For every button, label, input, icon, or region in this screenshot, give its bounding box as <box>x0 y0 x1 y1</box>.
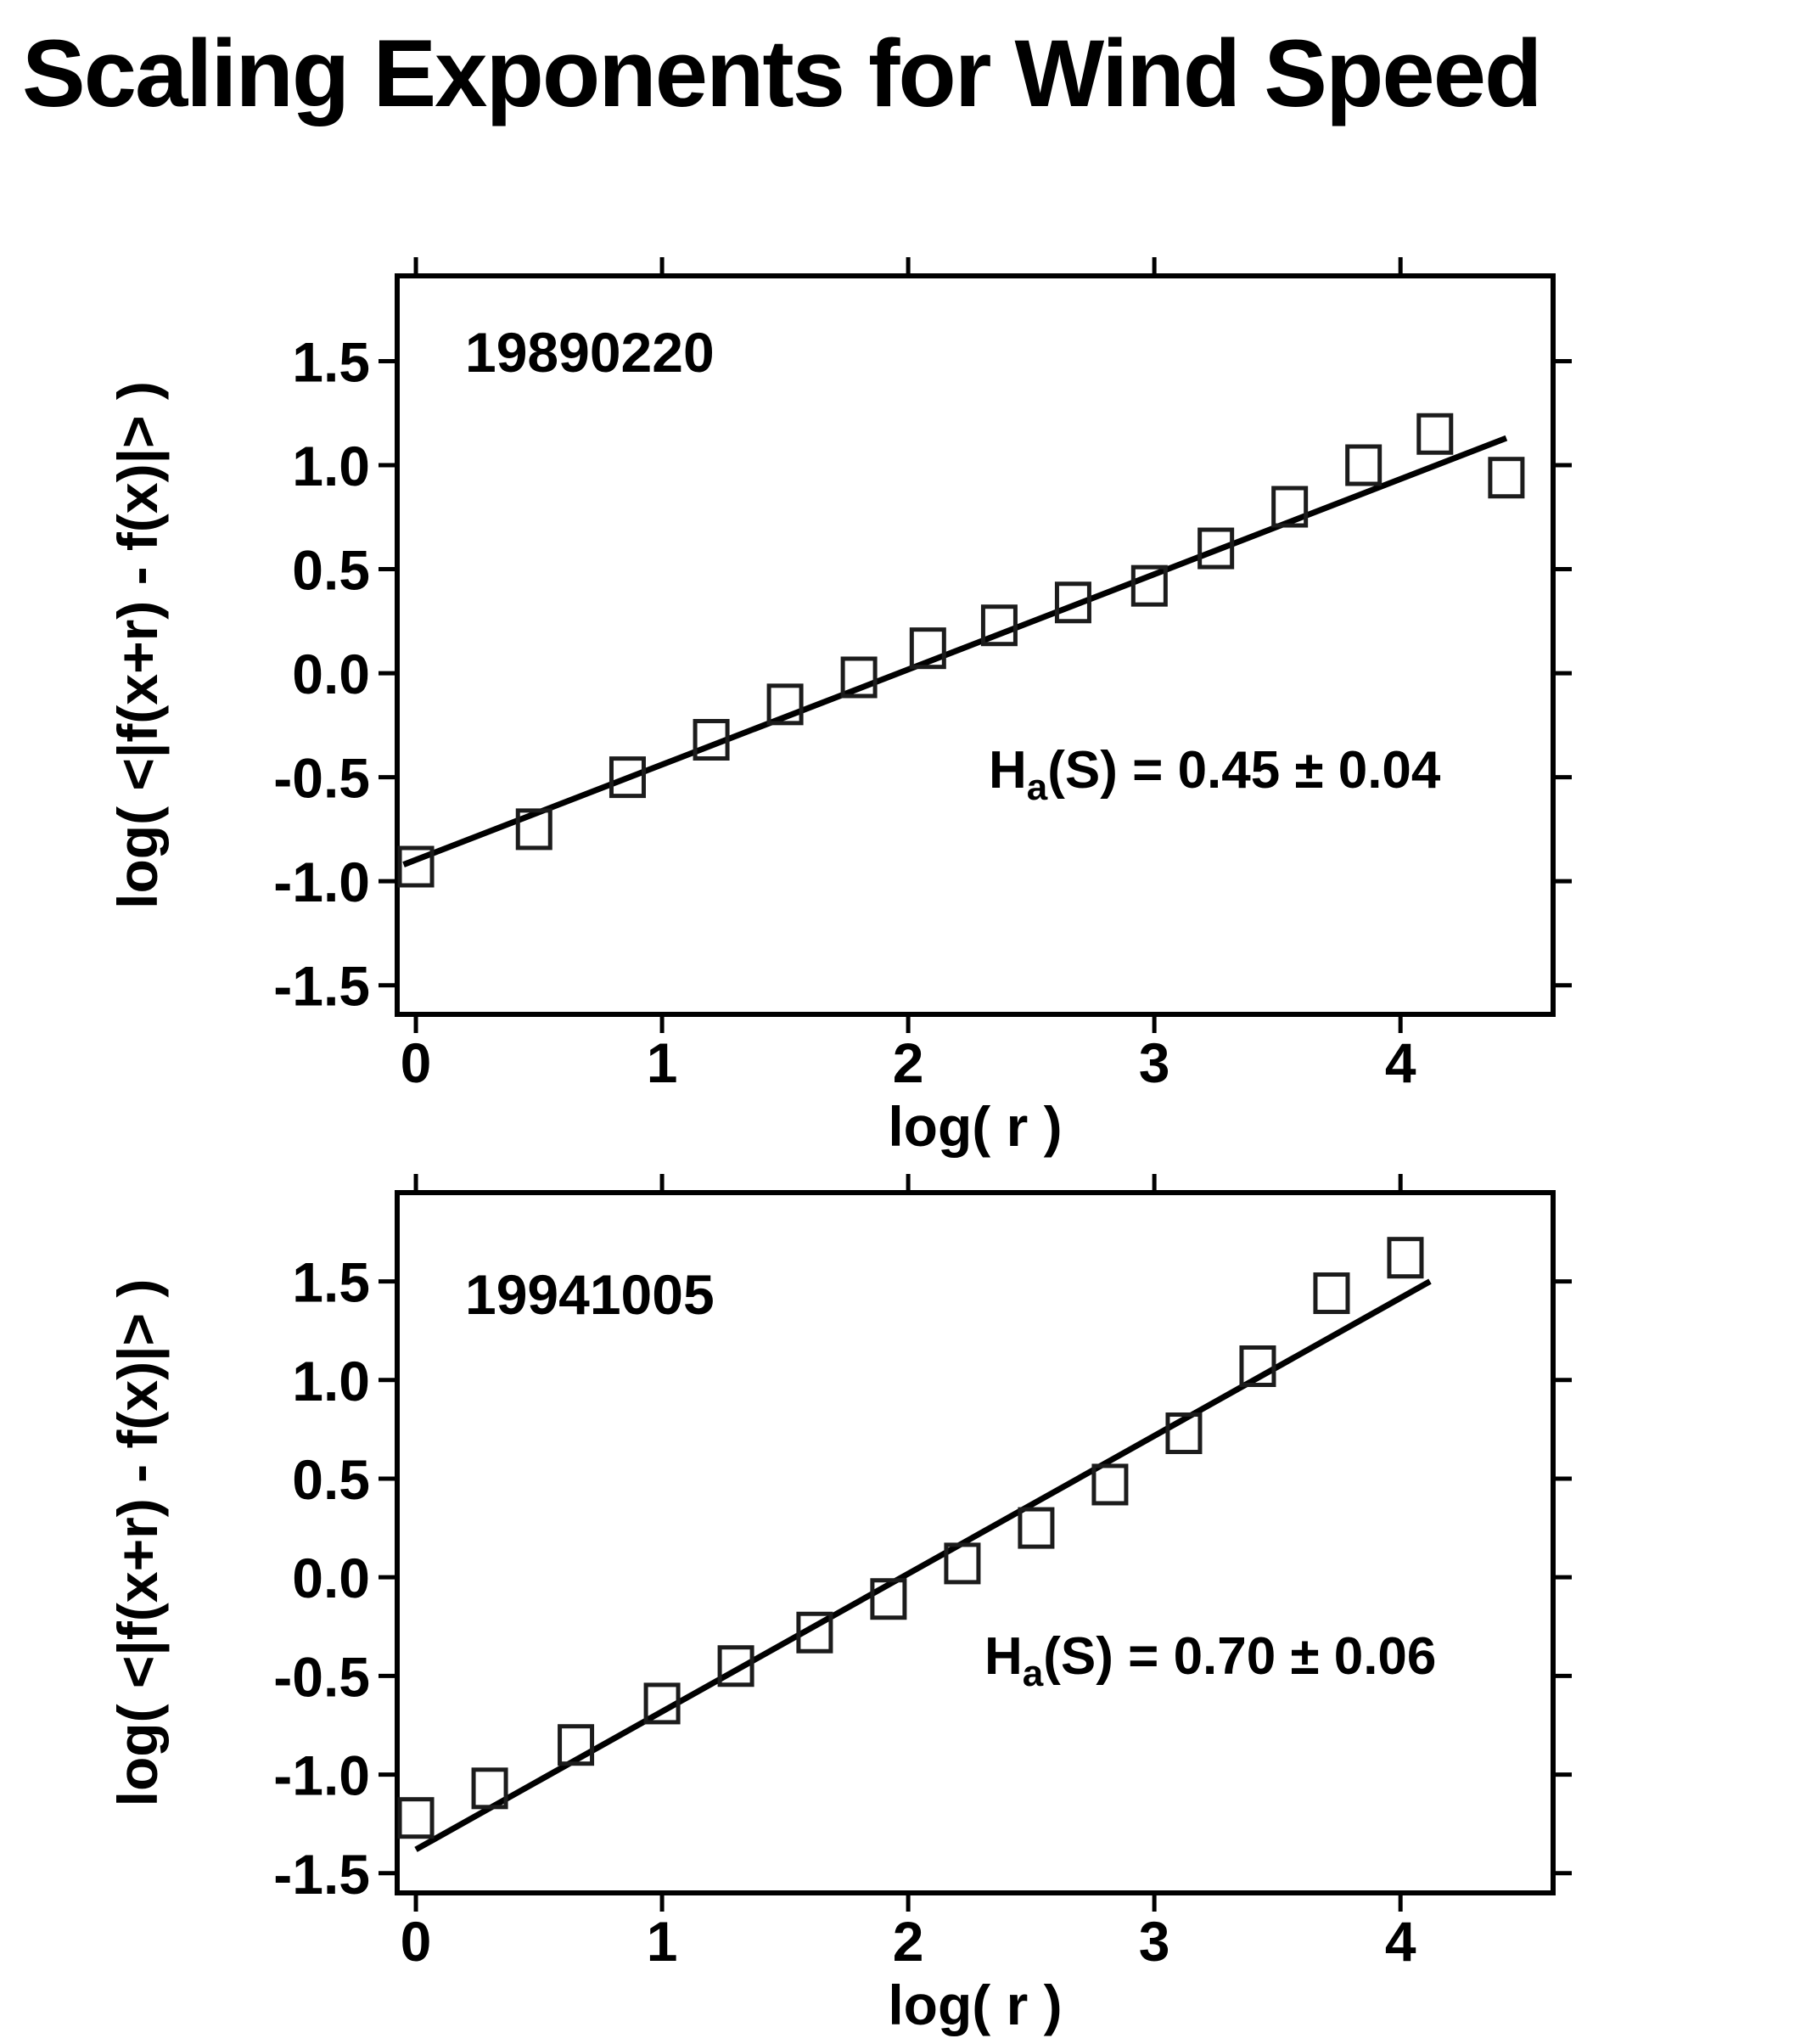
data-point-marker <box>944 1542 981 1585</box>
x-tick-label: 2 <box>893 1031 924 1094</box>
fit-line <box>414 1278 1432 1852</box>
x-axis-title: log( r ) <box>888 1974 1062 2036</box>
dataset-date-label: 19941005 <box>465 1263 715 1326</box>
x-axis-title: log( r ) <box>888 1095 1062 1158</box>
y-tick-label: 1.5 <box>292 1251 370 1314</box>
subplot-19941005: 0 1 2 3 4 1.5 1.0 0.5 0.0 -0.5 -1.0 -1.5 log( r ) log… <box>106 1174 1572 2036</box>
y-axis-title: log( <|f(x+r) - f(x)|> ) <box>106 381 171 909</box>
y-tick-label: 0.0 <box>292 1547 370 1609</box>
y-tick-label: 1.0 <box>292 1350 370 1412</box>
y-tick-label: -1.0 <box>273 851 370 913</box>
y-tick-label: 0.5 <box>292 539 370 602</box>
data-point-marker <box>1130 564 1168 607</box>
data-point-marker <box>471 1767 508 1810</box>
dataset-date-label: 19890220 <box>465 321 715 384</box>
data-point-marker <box>1239 1345 1276 1388</box>
data-point-marker <box>980 604 1018 647</box>
data-point-marker <box>840 656 878 699</box>
x-tick-label: 0 <box>401 1031 432 1094</box>
y-tick-label: -1.0 <box>273 1744 370 1807</box>
data-point-marker <box>870 1578 907 1620</box>
x-tick-label: 0 <box>401 1910 432 1973</box>
x-tick-label: 4 <box>1385 1031 1416 1094</box>
data-point-marker <box>397 845 435 888</box>
data-point-marker <box>515 808 552 851</box>
data-point-marker <box>1054 581 1091 624</box>
data-point-marker <box>643 1682 681 1725</box>
x-tick-label: 3 <box>1139 1031 1170 1094</box>
data-point-marker <box>717 1645 754 1687</box>
x-tick-label: 1 <box>647 1031 678 1094</box>
plot-frame <box>395 273 1556 1017</box>
y-axis-title: log( <|f(x+r) - f(x)|> ) <box>106 1279 171 1807</box>
data-point-marker <box>1197 527 1235 570</box>
x-tick-label: 4 <box>1385 1910 1416 1973</box>
y-tick-label: 0.0 <box>292 643 370 705</box>
data-point-marker <box>766 683 804 726</box>
y-tick-label: 0.5 <box>292 1448 370 1511</box>
data-point-marker <box>1416 413 1454 455</box>
data-point-marker <box>1345 444 1383 486</box>
y-tick-label: -0.5 <box>273 1645 370 1708</box>
fit-line <box>402 435 1508 868</box>
x-tick-label: 3 <box>1139 1910 1170 1973</box>
data-point-marker <box>397 1797 435 1839</box>
data-point-marker <box>796 1611 833 1654</box>
data-point-marker <box>1091 1463 1129 1506</box>
data-point-marker <box>1018 1507 1055 1549</box>
y-tick-label: 1.5 <box>292 330 370 393</box>
subplot-19890220: 0 1 2 3 4 1.5 1.0 0.5 0.0 -0.5 -1.0 -1.5 log( r ) log… <box>106 257 1572 1158</box>
y-tick-label: -1.5 <box>273 1843 370 1906</box>
data-point-marker <box>909 627 946 670</box>
data-point-marker <box>693 719 730 761</box>
y-tick-label: -1.5 <box>273 955 370 1018</box>
x-tick-label: 2 <box>893 1910 924 1973</box>
data-point-marker <box>1165 1412 1203 1455</box>
fit-annotation: Ha(S) = 0.70 ± 0.06 <box>984 1627 1436 1694</box>
y-tick-label: -0.5 <box>273 747 370 810</box>
figure-title: Scaling Exponents for Wind Speed <box>22 20 1542 126</box>
data-point-marker <box>1313 1272 1350 1315</box>
x-tick-label: 1 <box>647 1910 678 1973</box>
data-point-marker <box>609 756 646 799</box>
plot-frame <box>395 1190 1556 1895</box>
fit-annotation: Ha(S) = 0.45 ± 0.04 <box>989 741 1441 808</box>
y-tick-label: 1.0 <box>292 435 370 497</box>
data-point-marker <box>1488 457 1525 499</box>
data-point-marker <box>1387 1237 1424 1279</box>
data-point-marker <box>558 1724 595 1766</box>
data-point-marker <box>1271 486 1309 528</box>
